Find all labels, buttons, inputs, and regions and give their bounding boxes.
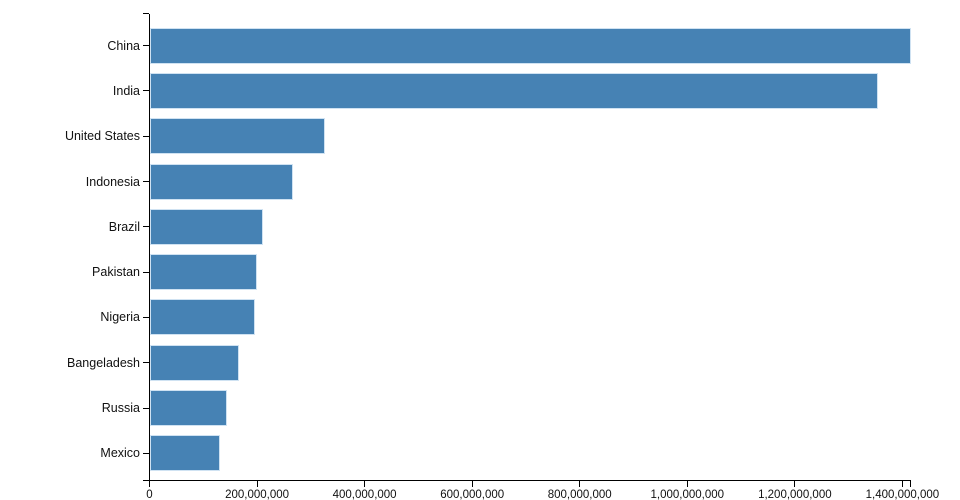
x-tick-label: 0: [146, 488, 153, 500]
x-tick-label: 1,200,000,000: [758, 488, 832, 500]
y-tick: [143, 226, 149, 228]
bar: [149, 208, 263, 245]
bar: [149, 118, 326, 155]
y-axis-top-cap: [143, 13, 149, 14]
bar: [149, 390, 227, 427]
y-tick-label: Pakistan: [92, 265, 140, 280]
y-tick-label: Mexico: [100, 446, 140, 461]
bar: [149, 299, 255, 336]
x-tick-label: 1,400,000,000: [865, 488, 940, 500]
x-tick: [579, 480, 581, 487]
y-tick: [143, 271, 149, 273]
y-tick: [143, 90, 149, 92]
bar: [149, 344, 239, 381]
y-tick-label: India: [112, 83, 140, 98]
x-tick-label: 600,000,000: [440, 488, 505, 500]
x-tick-label: 200,000,000: [225, 488, 290, 500]
bar: [149, 163, 293, 200]
bar: [149, 435, 220, 472]
y-tick: [143, 135, 149, 137]
y-tick-label: China: [107, 38, 140, 53]
bar: [149, 27, 911, 64]
x-tick-label: 1,000,000,000: [650, 488, 725, 500]
y-tick-label: Bangeladesh: [67, 355, 140, 370]
x-tick-label: 400,000,000: [332, 488, 397, 500]
y-tick-label: Nigeria: [100, 310, 140, 325]
y-tick: [143, 362, 149, 364]
x-tick: [149, 480, 150, 487]
y-tick: [143, 45, 149, 47]
x-tick-label: 800,000,000: [547, 488, 612, 500]
y-tick-label: Brazil: [108, 219, 140, 234]
x-tick: [901, 480, 903, 487]
y-tick: [143, 181, 149, 183]
y-tick: [143, 316, 149, 318]
y-axis-domain-line: [149, 13, 150, 481]
x-tick: [471, 480, 473, 487]
bar: [149, 72, 878, 109]
y-tick-label: United States: [64, 129, 140, 144]
x-tick: [686, 480, 688, 487]
y-tick-label: Indonesia: [85, 174, 140, 189]
x-tick: [364, 480, 366, 487]
y-tick: [143, 452, 149, 454]
y-axis-bottom-cap: [143, 480, 149, 481]
x-tick: [256, 480, 258, 487]
x-tick: [794, 480, 796, 487]
x-axis-domain-line: [149, 480, 911, 481]
y-tick-label: Russia: [101, 401, 140, 416]
bar: [149, 254, 258, 291]
x-axis-right-cap: [910, 480, 911, 487]
y-tick: [143, 407, 149, 409]
